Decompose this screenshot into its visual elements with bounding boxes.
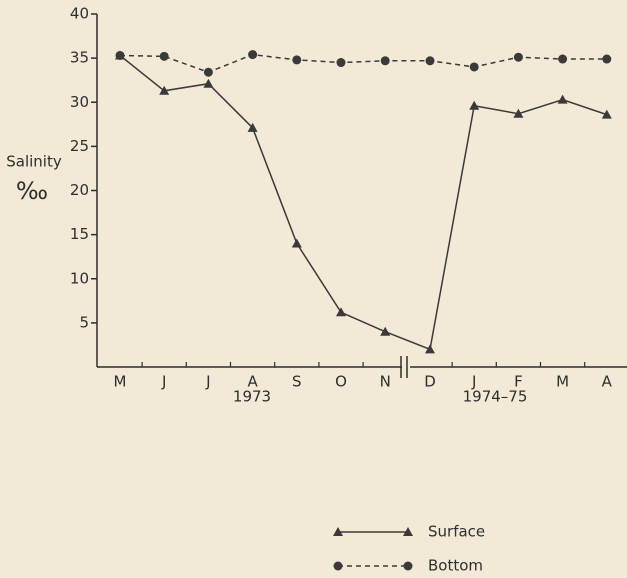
y-axis-label: Salinity bbox=[6, 153, 62, 171]
legend-label: Bottom bbox=[428, 557, 483, 575]
y-tick-label: 20 bbox=[70, 181, 89, 199]
marker bbox=[557, 94, 568, 104]
y-tick-label: 10 bbox=[70, 269, 89, 287]
y-axis-unit: ‰ bbox=[16, 177, 48, 205]
y-tick-label: 5 bbox=[79, 313, 89, 331]
marker bbox=[513, 52, 523, 62]
x-tick-label: D bbox=[424, 373, 436, 391]
marker bbox=[203, 78, 214, 88]
marker bbox=[291, 238, 302, 248]
x-tick-label: A bbox=[247, 373, 258, 391]
x-tick-label: J bbox=[161, 373, 166, 391]
y-tick-label: 15 bbox=[70, 225, 89, 243]
series-line bbox=[119, 53, 607, 74]
marker bbox=[333, 561, 343, 571]
x-group-label: 1973 bbox=[233, 388, 271, 406]
x-group-label: 1974–75 bbox=[463, 388, 528, 406]
y-tick-label: 30 bbox=[70, 93, 89, 111]
x-tick-label: N bbox=[380, 373, 391, 391]
marker bbox=[248, 50, 258, 60]
x-tick-label: M bbox=[556, 373, 569, 391]
marker bbox=[247, 122, 258, 132]
marker bbox=[403, 561, 413, 571]
x-tick-label: J bbox=[205, 373, 210, 391]
marker bbox=[469, 100, 480, 110]
marker bbox=[203, 67, 213, 77]
marker bbox=[115, 50, 125, 60]
x-tick-label: J bbox=[471, 373, 476, 391]
marker bbox=[425, 344, 435, 354]
x-tick-label: O bbox=[335, 373, 347, 391]
marker bbox=[159, 51, 169, 61]
x-tick-label: M bbox=[114, 373, 127, 391]
marker bbox=[403, 527, 413, 536]
marker bbox=[159, 85, 170, 95]
marker bbox=[336, 58, 346, 68]
marker bbox=[380, 56, 390, 66]
marker bbox=[469, 62, 479, 72]
y-tick-label: 25 bbox=[70, 137, 89, 155]
marker bbox=[292, 55, 302, 65]
marker bbox=[336, 307, 346, 317]
legend-label: Surface bbox=[428, 523, 485, 541]
y-tick-label: 35 bbox=[70, 49, 89, 67]
marker bbox=[380, 326, 391, 336]
series-line bbox=[119, 54, 608, 351]
x-tick-label: S bbox=[292, 373, 302, 391]
x-tick-label: F bbox=[514, 373, 523, 391]
marker bbox=[513, 108, 524, 118]
marker bbox=[601, 109, 612, 119]
marker bbox=[425, 56, 435, 66]
marker bbox=[602, 54, 612, 64]
x-tick-label: A bbox=[602, 373, 613, 391]
y-tick-label: 40 bbox=[70, 5, 89, 23]
marker bbox=[558, 54, 568, 64]
marker bbox=[333, 527, 343, 536]
